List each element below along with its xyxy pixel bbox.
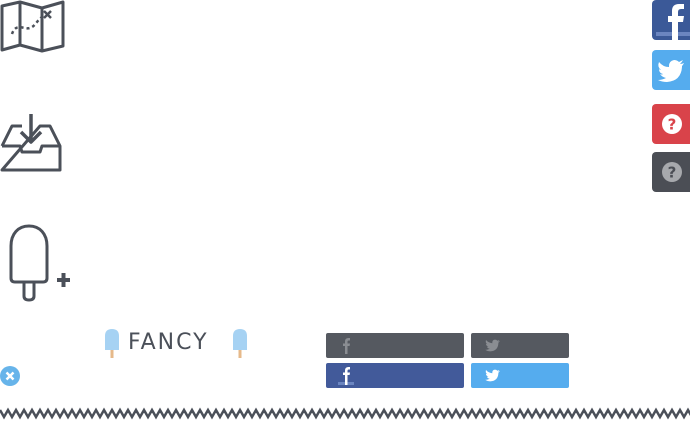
facebook-icon — [656, 4, 690, 40]
close-icon[interactable] — [0, 366, 20, 391]
facebook-share-bar-inactive[interactable] — [326, 333, 464, 358]
facebook-side-button[interactable] — [652, 0, 690, 40]
facebook-share-bar[interactable] — [326, 363, 464, 388]
map-route-icon — [0, 0, 66, 54]
popsicle-left-icon — [104, 328, 120, 365]
popsicle-right-icon — [232, 328, 248, 365]
twitter-icon — [485, 339, 500, 352]
twitter-icon — [658, 60, 684, 82]
svg-text:?: ? — [668, 116, 677, 134]
twitter-share-bar[interactable] — [471, 363, 569, 388]
twitter-icon — [485, 369, 500, 382]
help-side-button-dark[interactable]: ? — [652, 152, 690, 192]
help-side-button-red[interactable]: ? — [652, 104, 690, 144]
inbox-download-icon — [0, 112, 62, 172]
facebook-icon — [338, 367, 354, 385]
twitter-side-button[interactable] — [652, 50, 690, 90]
facebook-icon — [343, 338, 350, 354]
twitter-share-bar-inactive[interactable] — [471, 333, 569, 358]
fancy-logo-text: FANCY — [128, 330, 209, 355]
popsicle-add-icon — [6, 224, 74, 304]
question-icon: ? — [662, 114, 682, 134]
question-icon: ? — [662, 162, 682, 182]
svg-text:?: ? — [668, 164, 677, 182]
zigzag-divider — [0, 406, 690, 425]
